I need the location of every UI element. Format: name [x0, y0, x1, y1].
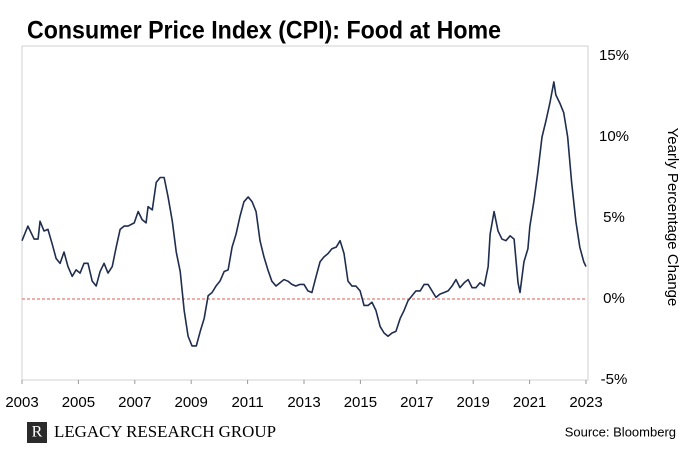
y-tick-label: -5%: [601, 371, 628, 388]
y-tick-label: 10%: [599, 128, 629, 145]
x-tick-label: 2015: [344, 394, 377, 411]
brand-logo: R: [27, 422, 47, 443]
x-tick-label: 2021: [513, 394, 546, 411]
y-axis-label: Yearly Percentage Change: [664, 128, 681, 307]
chart-title: Consumer Price Index (CPI): Food at Home: [27, 17, 501, 45]
x-tick-label: 2013: [287, 394, 320, 411]
logo-box: [27, 422, 47, 443]
x-tick-label: 2003: [5, 394, 38, 411]
x-tick-label: 2019: [457, 394, 490, 411]
y-tick-label: 15%: [599, 47, 629, 64]
y-tick-label: 5%: [603, 209, 625, 226]
data-line: [21, 81, 587, 347]
y-tick-label: 0%: [603, 290, 625, 307]
x-tick-label: 2009: [175, 394, 208, 411]
logo-letter: R: [32, 424, 43, 441]
x-tick-label: 2011: [231, 394, 263, 411]
brand-name: LEGACY RESEARCH GROUP: [54, 422, 276, 441]
x-tick-label: 2017: [400, 394, 433, 411]
x-tick-label: 2005: [62, 394, 95, 411]
x-tick-label: 2007: [118, 394, 151, 411]
x-tick-label: 2023: [569, 394, 602, 411]
plot-frame: [21, 45, 589, 381]
source-note: Source: Bloomberg: [565, 424, 676, 439]
